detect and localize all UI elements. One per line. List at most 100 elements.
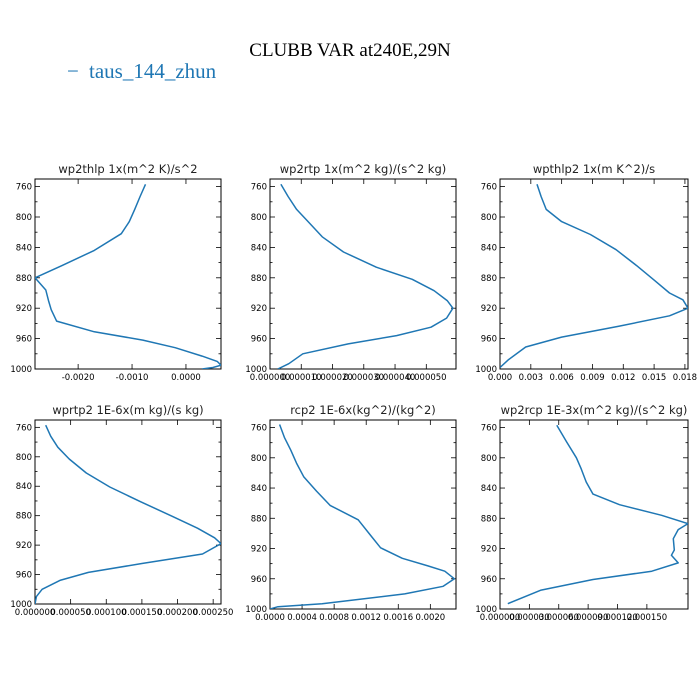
y-tick-label: 920: [481, 304, 497, 314]
x-tick-label: 0.000040: [375, 373, 416, 383]
plot-frame: [269, 419, 457, 610]
y-tick-label: 1000: [10, 365, 32, 375]
y-tick-label: 920: [481, 545, 497, 555]
x-tick-label: 0.015: [642, 373, 666, 383]
x-tick-label: 0.000030: [344, 373, 385, 383]
y-tick-label: 880: [16, 274, 32, 284]
legend-line-icon: −: [67, 59, 79, 83]
y-tick-label: 1000: [245, 365, 267, 375]
legend-label: taus_144_zhun: [89, 59, 217, 83]
y-tick-label: 800: [481, 213, 497, 223]
x-tick-label: 0.006: [549, 373, 573, 383]
y-tick-label: 960: [251, 575, 267, 585]
y-tick-label: 760: [481, 424, 497, 434]
x-tick-label: 0.000120: [597, 613, 638, 623]
plot-frame: [34, 419, 222, 605]
x-tick-label: 0.000000: [480, 613, 521, 623]
x-tick-label: 0.000200: [157, 608, 198, 618]
y-tick-label: 880: [481, 274, 497, 284]
y-tick-label: 760: [16, 423, 32, 433]
y-tick-label: 880: [251, 514, 267, 524]
x-tick-label: 0.000030: [509, 613, 550, 623]
x-tick-label: 0.000060: [538, 613, 579, 623]
y-tick-label: 1000: [10, 600, 32, 610]
series-line: [270, 424, 456, 609]
y-tick-label: 760: [251, 183, 267, 193]
series-line: [500, 184, 688, 369]
y-tick-label: 1000: [245, 605, 267, 615]
y-tick-label: 840: [251, 243, 267, 253]
plot-frame: [269, 178, 457, 370]
y-tick-label: 800: [251, 213, 267, 223]
x-tick-label: -0.0020: [62, 373, 95, 383]
plot-frame: [499, 419, 689, 610]
y-tick-label: 800: [16, 453, 32, 463]
y-tick-label: 760: [481, 183, 497, 193]
series-line: [507, 424, 688, 605]
y-tick-label: 920: [16, 541, 32, 551]
x-tick-label: 0.000090: [568, 613, 609, 623]
x-tick-label: 0.0016: [383, 613, 413, 623]
y-tick-label: 920: [251, 304, 267, 314]
panel-title: rcp2 1E-6x(kg^2)/(kg^2): [290, 403, 436, 417]
x-tick-label: 0.003: [519, 373, 543, 383]
panel-title: wprtp2 1E-6x(m kg)/(s kg): [52, 403, 203, 417]
y-tick-label: 760: [16, 183, 32, 193]
x-tick-label: 0.000010: [281, 373, 322, 383]
y-tick-label: 760: [251, 424, 267, 434]
y-tick-label: 880: [481, 514, 497, 524]
x-tick-label: 0.018: [673, 373, 697, 383]
panel-4: wprtp2 1E-6x(m kg)/(s kg) 760 800 840 880 920…: [10, 403, 233, 618]
x-tick-label: 0.0020: [415, 613, 445, 623]
series-line: [35, 424, 221, 604]
series-line: [35, 183, 221, 369]
x-tick-label: 0.000000: [250, 373, 291, 383]
y-tick-label: 1000: [475, 365, 497, 375]
panel-title: wp2thlp 1x(m^2 K)/s^2: [58, 162, 197, 176]
y-tick-label: 1000: [475, 605, 497, 615]
y-tick-label: 840: [481, 484, 497, 494]
x-tick-label: -0.0010: [116, 373, 149, 383]
y-tick-label: 960: [251, 335, 267, 345]
panel-6: wp2rcp 1E-3x(m^2 kg)/(s^2 kg) 760 800 840 88…: [475, 403, 689, 623]
panel-1: wp2thlp 1x(m^2 K)/s^2 760 800 840 880 920 960 1…: [10, 162, 222, 383]
x-tick-label: 0.0000: [255, 613, 285, 623]
x-tick-label: 0.000100: [86, 608, 127, 618]
x-tick-label: 0.000020: [312, 373, 353, 383]
x-tick-label: 0.000050: [406, 373, 447, 383]
y-tick-label: 840: [481, 243, 497, 253]
x-tick-label: 0.000150: [627, 613, 668, 623]
x-tick-label: 0.000000: [15, 608, 56, 618]
x-tick-label: 0.000: [488, 373, 512, 383]
y-tick-label: 800: [481, 454, 497, 464]
panels: wp2thlp 1x(m^2 K)/s^2 760 800 840 880 920 960 1…: [10, 162, 697, 623]
y-tick-label: 960: [16, 335, 32, 345]
panel-2: wp2rtp 1x(m^2 kg)/(s^2 kg) 760 800 840 880 92…: [245, 162, 457, 383]
plot-frame: [499, 178, 689, 370]
x-tick-label: 0.000050: [50, 608, 91, 618]
series-line: [277, 183, 454, 369]
panel-title: wp2rcp 1E-3x(m^2 kg)/(s^2 kg): [501, 403, 688, 417]
y-tick-label: 880: [16, 512, 32, 522]
y-tick-label: 920: [251, 545, 267, 555]
x-tick-label: 0.012: [611, 373, 635, 383]
y-tick-label: 840: [251, 484, 267, 494]
panel-title: wp2rtp 1x(m^2 kg)/(s^2 kg): [280, 162, 447, 176]
y-tick-label: 960: [481, 335, 497, 345]
panel-title: wpthlp2 1x(m K^2)/s: [533, 162, 655, 176]
x-tick-label: 0.009: [580, 373, 604, 383]
x-tick-label: 0.000150: [122, 608, 163, 618]
legend: − taus_144_zhun: [67, 59, 217, 83]
y-tick-label: 960: [16, 571, 32, 581]
panel-5: rcp2 1E-6x(kg^2)/(kg^2) 760 800 840 880 920 96…: [245, 403, 457, 623]
y-tick-label: 840: [16, 482, 32, 492]
y-tick-label: 920: [16, 304, 32, 314]
x-tick-label: 0.000250: [193, 608, 234, 618]
plot-frame: [34, 178, 222, 370]
x-tick-label: 0.0000: [171, 373, 201, 383]
y-tick-label: 880: [251, 274, 267, 284]
y-tick-label: 840: [16, 243, 32, 253]
panel-3: wpthlp2 1x(m K^2)/s 760 800 840 880 920 960 100…: [475, 162, 697, 383]
x-tick-label: 0.0012: [351, 613, 381, 623]
